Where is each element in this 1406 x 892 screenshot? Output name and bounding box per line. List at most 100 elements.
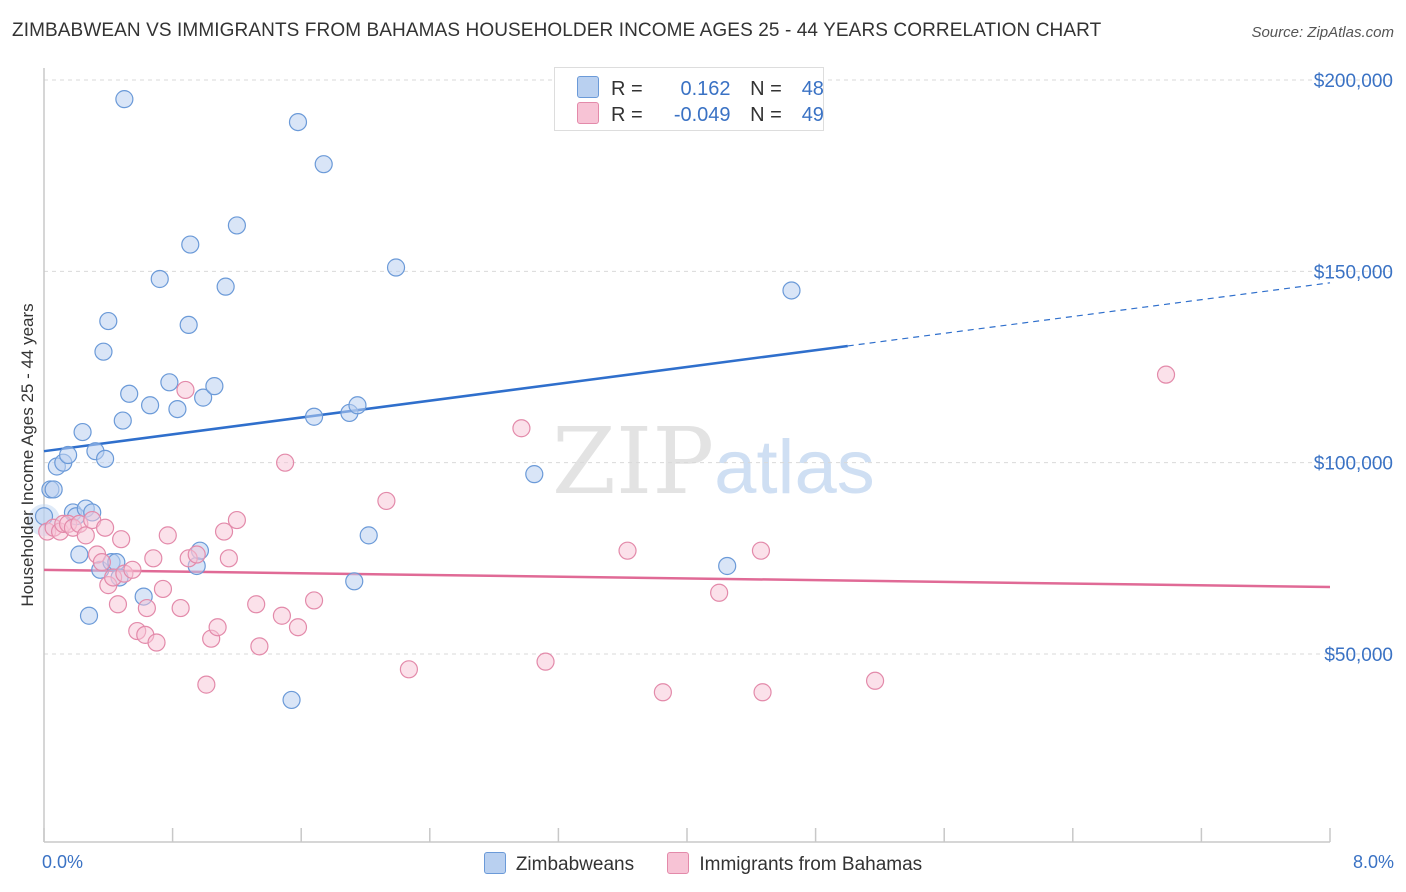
point-zimbabweans xyxy=(94,342,113,361)
point-bahamas xyxy=(276,453,295,472)
axes xyxy=(43,68,1331,843)
point-zimbabweans xyxy=(140,396,160,415)
legend-label: Zimbabweans xyxy=(515,854,635,875)
point-bahamas xyxy=(112,530,131,549)
point-zimbabweans xyxy=(194,388,213,407)
point-bahamas xyxy=(187,545,206,564)
watermark-zip: ZIP xyxy=(552,408,715,515)
point-bahamas xyxy=(95,518,115,537)
point-bahamas xyxy=(227,510,246,530)
point-zimbabweans xyxy=(216,277,235,296)
stats-legend: R = 0.162 N = 48 R = -0.049 N = 49 xyxy=(554,67,824,131)
r-value: 0.162 xyxy=(680,78,731,100)
point-bahamas xyxy=(288,618,308,637)
point-zimbabweans xyxy=(227,216,246,235)
watermark-atlas: atlas xyxy=(714,425,875,510)
point-zimbabweans xyxy=(181,235,200,254)
point-zimbabweans xyxy=(99,311,118,331)
point-bahamas xyxy=(247,595,266,614)
legend-item-zimbabweans: Zimbabweans xyxy=(483,852,635,876)
point-bahamas xyxy=(1156,365,1176,384)
chart-title: ZIMBABWEAN VS IMMIGRANTS FROM BAHAMAS HO… xyxy=(12,20,1102,41)
data-points xyxy=(28,90,1176,710)
n-value: 48 xyxy=(801,78,824,100)
pink-swatch xyxy=(667,852,690,874)
blue-swatch xyxy=(577,76,599,98)
point-zimbabweans xyxy=(113,411,132,430)
point-zimbabweans xyxy=(345,572,364,591)
point-bahamas xyxy=(377,491,396,511)
point-zimbabweans xyxy=(386,258,406,277)
point-zimbabweans xyxy=(288,112,308,132)
point-zimbabweans xyxy=(348,396,367,415)
point-zimbabweans xyxy=(282,690,301,710)
source-label: Source: ZipAtlas.com xyxy=(1251,24,1394,41)
trend-lines xyxy=(43,282,1331,589)
stats-row-bahamas: R = -0.049 N = 49 xyxy=(577,102,824,126)
point-bahamas xyxy=(865,671,885,690)
pink-swatch xyxy=(577,102,599,124)
point-bahamas xyxy=(123,560,142,579)
trend-line-zimbabweans xyxy=(43,344,848,453)
point-bahamas xyxy=(108,595,128,614)
point-bahamas xyxy=(153,579,173,599)
y-tick-label: $100,000 xyxy=(1314,454,1393,475)
point-bahamas xyxy=(214,522,234,541)
watermark: ZIPatlas xyxy=(552,408,875,515)
r-label: R = xyxy=(611,104,643,126)
stats-row-zimbabweans: R = 0.162 N = 48 xyxy=(577,76,824,100)
point-zimbabweans xyxy=(79,606,99,625)
x-axis-max-label: 8.0% xyxy=(1352,852,1394,872)
point-zimbabweans xyxy=(70,545,89,564)
series-legend: Zimbabweans Immigrants from Bahamas xyxy=(0,852,1406,876)
y-tick-labels: $50,000 $100,000 $150,000 $200,000 xyxy=(1314,71,1393,666)
point-bahamas xyxy=(653,683,672,702)
point-zimbabweans xyxy=(115,90,134,109)
r-value: -0.049 xyxy=(673,104,731,126)
point-bahamas xyxy=(176,380,195,400)
point-zimbabweans xyxy=(150,269,169,289)
point-bahamas xyxy=(710,583,729,602)
point-zimbabweans xyxy=(168,399,187,419)
point-zimbabweans xyxy=(314,155,333,174)
point-zimbabweans xyxy=(95,449,115,468)
n-label: N = xyxy=(750,104,782,126)
x-axis-min-label: 0.0% xyxy=(42,852,84,872)
point-bahamas xyxy=(92,553,111,572)
r-label: R = xyxy=(611,78,643,100)
point-bahamas xyxy=(512,419,531,438)
point-bahamas xyxy=(399,660,419,679)
point-bahamas xyxy=(197,675,216,694)
point-bahamas xyxy=(76,526,95,545)
n-value: 49 xyxy=(801,104,824,126)
point-bahamas xyxy=(272,606,292,625)
point-bahamas xyxy=(753,683,772,702)
point-zimbabweans xyxy=(782,281,801,300)
trend-line-zimbabweans-extension xyxy=(847,282,1331,347)
y-tick-label: $200,000 xyxy=(1314,71,1393,92)
point-zimbabweans xyxy=(73,422,92,442)
y-axis-label: Householder Income Ages 25 - 44 years xyxy=(18,303,37,607)
point-zimbabweans xyxy=(359,526,378,545)
point-bahamas xyxy=(171,598,190,618)
y-tick-label: $50,000 xyxy=(1324,645,1393,666)
point-bahamas xyxy=(219,549,238,568)
point-bahamas xyxy=(250,637,269,656)
blue-swatch xyxy=(483,852,506,874)
trend-line-bahamas xyxy=(43,568,1331,589)
point-zimbabweans xyxy=(525,465,544,484)
point-zimbabweans xyxy=(120,384,139,403)
point-bahamas xyxy=(144,549,163,568)
legend-item-bahamas: Immigrants from Bahamas xyxy=(667,852,922,876)
point-zimbabweans xyxy=(59,445,78,465)
point-bahamas xyxy=(618,541,637,560)
point-zimbabweans xyxy=(179,315,198,335)
point-bahamas xyxy=(751,541,771,560)
legend-label: Immigrants from Bahamas xyxy=(699,854,923,875)
point-bahamas xyxy=(536,652,555,671)
point-zimbabweans xyxy=(160,373,179,392)
point-zimbabweans xyxy=(44,480,63,499)
y-tick-label: $150,000 xyxy=(1314,262,1393,283)
point-bahamas xyxy=(137,598,156,618)
